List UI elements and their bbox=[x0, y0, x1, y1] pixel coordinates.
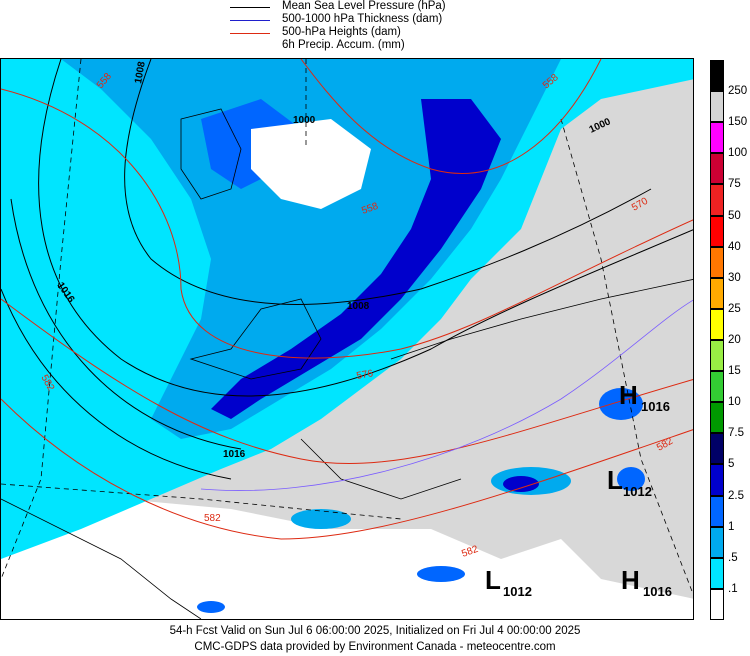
precip-color-scale bbox=[710, 60, 724, 620]
height-contour bbox=[1, 398, 693, 540]
scale-swatch bbox=[710, 308, 724, 340]
legend-label: 500-hPa Heights (dam) bbox=[282, 26, 401, 38]
low-pressure-center: L bbox=[607, 465, 623, 495]
scale-swatch bbox=[710, 184, 724, 216]
isobar bbox=[124, 59, 652, 305]
legend-label: 500-1000 hPa Thickness (dam) bbox=[282, 13, 443, 25]
no-precip-region bbox=[1, 479, 693, 619]
high-pressure-value: 1016 bbox=[641, 399, 670, 414]
scale-swatch bbox=[710, 433, 724, 465]
scale-label: 10 bbox=[728, 396, 741, 409]
coastline-france bbox=[300, 438, 462, 500]
precip-cell-sw bbox=[197, 601, 225, 613]
high-pressure-center: H bbox=[619, 380, 638, 410]
legend-swatch bbox=[230, 33, 270, 34]
legend-entry-pressure: Mean Sea Level Pressure (hPa) bbox=[220, 0, 550, 13]
scale-swatch bbox=[710, 495, 724, 527]
scale-swatch bbox=[710, 340, 724, 372]
low-pressure-value: 1012 bbox=[623, 484, 652, 499]
isobar bbox=[38, 59, 693, 397]
scale-swatch bbox=[710, 277, 724, 309]
map-legend: Mean Sea Level Pressure (hPa) 500-1000 h… bbox=[220, 0, 550, 56]
coastline bbox=[1, 498, 202, 619]
precip-cell-med bbox=[417, 566, 465, 582]
high-pressure-value: 1016 bbox=[643, 584, 672, 599]
coastline-britain bbox=[189, 298, 322, 380]
isobar-label: 1008 bbox=[133, 60, 148, 84]
thickness-contour bbox=[200, 299, 693, 491]
isobar bbox=[1, 288, 232, 480]
scale-swatch bbox=[710, 371, 724, 403]
height-contour bbox=[1, 298, 693, 464]
scale-swatch bbox=[710, 215, 724, 247]
isobar-label: 1008 bbox=[347, 301, 370, 312]
graticule-line bbox=[1, 483, 402, 520]
coastline-scotland bbox=[180, 108, 242, 200]
precip-cell-adriatic bbox=[617, 467, 645, 491]
legend-swatch bbox=[230, 7, 270, 8]
scale-swatch bbox=[710, 588, 724, 620]
legend-label: Mean Sea Level Pressure (hPa) bbox=[282, 0, 446, 12]
legend-entry-thickness: 500-1000 hPa Thickness (dam) bbox=[220, 13, 550, 26]
height-contour bbox=[1, 88, 693, 359]
scale-swatch bbox=[710, 153, 724, 185]
scale-swatch bbox=[710, 122, 724, 154]
scale-label: 5 bbox=[728, 458, 735, 471]
scale-swatch bbox=[710, 464, 724, 496]
legend-label: 6h Precip. Accum. (mm) bbox=[282, 39, 405, 51]
precip-cell-alps-core bbox=[503, 476, 539, 492]
scale-swatch bbox=[710, 557, 724, 589]
height-label: 576 bbox=[356, 368, 375, 382]
scale-label: 30 bbox=[728, 271, 741, 284]
precip-darkblue-band bbox=[211, 99, 501, 419]
scale-label: 100 bbox=[728, 147, 748, 160]
coastline-europe bbox=[390, 279, 693, 360]
no-precip-patch bbox=[251, 119, 371, 209]
height-contour bbox=[300, 59, 602, 174]
data-credit: CMC-GDPS data provided by Environment Ca… bbox=[194, 641, 556, 653]
scale-label: 2.5 bbox=[728, 489, 744, 502]
height-label: 582 bbox=[204, 513, 221, 524]
legend-entry-heights: 500-hPa Heights (dam) bbox=[220, 26, 550, 39]
high-pressure-center: H bbox=[621, 565, 640, 595]
weather-map[interactable]: 1008 1000 1000 1008 1016 1016 558 558 57… bbox=[0, 58, 694, 620]
scale-swatch bbox=[710, 526, 724, 558]
precip-cell-france bbox=[291, 509, 351, 529]
scale-label: 7.5 bbox=[728, 427, 744, 440]
scale-label: 20 bbox=[728, 334, 741, 346]
scale-label: 25 bbox=[728, 302, 741, 315]
forecast-valid-time: 54-h Fcst Valid on Sun Jul 6 06:00:00 20… bbox=[169, 625, 581, 637]
isobar-label: 1000 bbox=[293, 115, 316, 126]
graticule-line bbox=[560, 118, 693, 595]
scale-label: 150 bbox=[728, 116, 748, 129]
scale-swatch bbox=[710, 91, 724, 123]
isobar bbox=[10, 198, 242, 450]
low-pressure-value: 1012 bbox=[503, 584, 532, 599]
scale-label: .5 bbox=[728, 551, 738, 564]
legend-entry-precip: 6h Precip. Accum. (mm) bbox=[220, 39, 550, 52]
graticule-line bbox=[1, 59, 82, 580]
scale-swatch bbox=[710, 402, 724, 434]
scale-label: 15 bbox=[728, 365, 741, 378]
scale-label: 50 bbox=[728, 209, 741, 222]
scale-swatch bbox=[710, 60, 724, 92]
scale-label: 1 bbox=[728, 520, 735, 533]
scale-swatch bbox=[710, 246, 724, 278]
legend-swatch bbox=[230, 20, 270, 21]
scale-label: .1 bbox=[728, 582, 738, 595]
scale-label: 250 bbox=[728, 85, 748, 98]
scale-label: 75 bbox=[728, 178, 741, 191]
scale-label: 40 bbox=[728, 240, 741, 253]
low-pressure-center: L bbox=[485, 565, 501, 595]
isobar-label: 1016 bbox=[223, 449, 246, 460]
